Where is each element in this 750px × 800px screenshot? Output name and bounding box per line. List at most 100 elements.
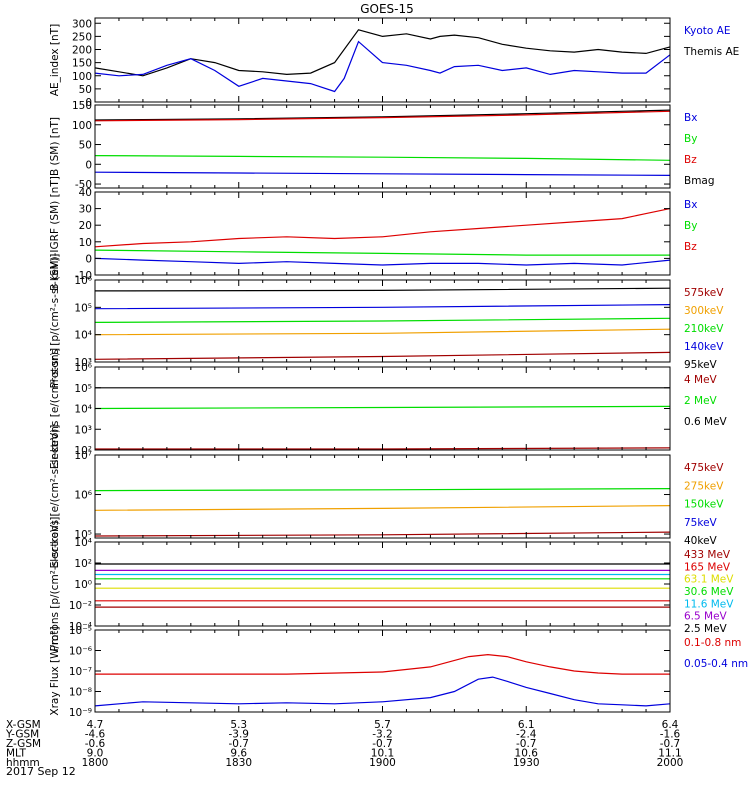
panel-4: 10³ 10⁴ 10⁵ 10⁶ Protons [p/(cm²-s-sr-keV)] 57…	[49, 254, 724, 389]
legend-entry: 475keV	[684, 462, 724, 474]
series-line-kyoto-ae	[94, 40, 671, 93]
y-tick-label: 0	[85, 159, 92, 171]
y-axis-label: AE_index [nT]	[49, 24, 61, 96]
panel-2: -50 0 50 100 150 B (SM) [nT] Bx By Bz Bmag	[49, 100, 715, 191]
legend-entry: Bx	[684, 112, 697, 124]
y-tick-label: 10⁵	[74, 383, 92, 395]
legend-entry: Kyoto AE	[684, 25, 730, 37]
y-tick-label: 10	[79, 237, 92, 249]
ephemeris-value: -0.7	[229, 738, 250, 750]
ephemeris-value: 1800	[82, 757, 109, 769]
ephemeris-value: -1.6	[660, 729, 681, 741]
y-tick-label: 10⁰	[74, 579, 92, 591]
ephemeris-value: -0.6	[85, 738, 106, 750]
y-tick-label: 10²	[74, 445, 92, 457]
ephemeris-value: 9.6	[230, 748, 247, 760]
legend-entry: 0.1-0.8 nm	[684, 637, 741, 649]
ephemeris-value: 10.1	[371, 748, 394, 760]
y-axis-label: Electrons [e/(cm²-s-sr)]	[49, 348, 61, 469]
y-tick-label: 300	[72, 18, 92, 30]
ephemeris-row-label: Y-GSM	[5, 729, 39, 741]
legend-entry: 40keV	[684, 535, 718, 547]
legend-entry: 210keV	[684, 323, 724, 335]
y-tick-label: 10⁻²	[69, 600, 92, 612]
series-line-0-1-0-8-nm	[95, 653, 670, 675]
ephemeris-value: 1930	[513, 757, 540, 769]
legend-entry: Themis AE	[683, 46, 739, 58]
series-line-by	[94, 249, 670, 256]
legend-entry: 2 MeV	[684, 395, 718, 407]
legend-entry: 575keV	[684, 287, 724, 299]
ephemeris-value: 1900	[369, 757, 396, 769]
panel-7: 10⁻⁴ 10⁻² 10⁰ 10² 10⁴ Protons [p/(cm²-s-sr-ke…	[49, 517, 734, 652]
legend-entry: 0.6 MeV	[684, 416, 728, 428]
ephemeris-value: 11.1	[658, 748, 681, 760]
series-line-bx	[94, 257, 671, 266]
y-tick-label: 150	[72, 58, 92, 70]
y-axis-label: B (SM)-IGRF (SM) [nT]	[49, 176, 61, 291]
ephemeris-value: -3.2	[372, 729, 393, 741]
y-tick-label: 10⁵	[74, 302, 92, 314]
ephemeris-value: 2000	[657, 757, 684, 769]
y-tick-label: 100	[72, 71, 92, 83]
legend-entry: 30.6 MeV	[684, 586, 734, 598]
panel-5: 10² 10³ 10⁴ 10⁵ 10⁶ Electrons [e/(cm²-s-sr)] 4…	[49, 348, 728, 469]
y-tick-label: -50	[75, 179, 92, 191]
ephemeris-value: 5.3	[230, 719, 247, 731]
legend-entry: 0.05-0.4 nm	[684, 658, 748, 670]
series-line-bz	[94, 110, 671, 122]
y-axis-label: Protons [p/(cm²-s-sr-keV)]	[49, 517, 61, 652]
legend-entry: 433 MeV	[684, 549, 731, 561]
y-tick-label: 10⁶	[74, 490, 92, 502]
ephemeris-value: -0.7	[372, 738, 393, 750]
ephemeris-value: 9.0	[87, 748, 104, 760]
panel-frame	[94, 541, 671, 627]
legend-entry: 150keV	[684, 499, 724, 511]
ephemeris-value: -3.9	[229, 729, 250, 741]
ephemeris-row-label: Z-GSM	[6, 738, 41, 750]
y-tick-label: 10⁻⁶	[69, 646, 92, 658]
legend-entry: 63.1 MeV	[684, 574, 734, 586]
legend-entry: 140keV	[684, 341, 724, 353]
y-tick-label: 10⁷	[74, 450, 92, 462]
y-tick-label: 250	[72, 31, 92, 43]
y-tick-label: 40	[79, 187, 92, 199]
series-line-140kev	[94, 304, 671, 310]
y-tick-label: 10³	[74, 357, 92, 369]
ephemeris-value: -4.6	[85, 729, 106, 741]
legend-entry: 275keV	[684, 480, 724, 492]
ephemeris-value: -0.7	[516, 738, 537, 750]
y-tick-label: 10⁻⁴	[69, 621, 92, 633]
y-axis-label: Xray Flux [W/m²]	[49, 626, 61, 715]
series-line-275kev	[94, 505, 671, 511]
y-tick-label: 10⁶	[74, 362, 92, 374]
legend-entry: 165 MeV	[684, 561, 731, 573]
legend-entry: 300keV	[684, 305, 724, 317]
series-line-bx	[94, 171, 671, 176]
ephemeris-value: 10.6	[515, 748, 539, 760]
series-line-95kev	[94, 287, 671, 292]
y-tick-label: 0	[85, 97, 92, 109]
panel-3: -10 0 10 20 30 40 B (SM)-IGRF (SM) [nT] Bx By Bz	[49, 176, 697, 291]
ephemeris-value: -2.4	[516, 729, 537, 741]
legend-entry: 75keV	[684, 517, 718, 529]
series-line-bz	[94, 208, 671, 248]
ephemeris-value: 6.4	[662, 719, 679, 731]
y-tick-label: 200	[72, 45, 92, 57]
legend-entry: By	[684, 220, 697, 232]
legend-entry: 6.5 MeV	[684, 611, 728, 623]
y-tick-label: 10⁻⁸	[69, 687, 92, 699]
legend-entry: 95keV	[684, 359, 718, 371]
panel-8: 10⁻⁹ 10⁻⁸ 10⁻⁷ 10⁻⁶ 10⁻⁵ Xray Flux [W/m²] 0.1-…	[49, 625, 748, 719]
ephemeris-row-label: X-GSM	[6, 719, 41, 731]
y-tick-label: 30	[79, 204, 92, 216]
y-tick-label: 100	[72, 120, 92, 132]
series-line-bmag	[94, 109, 671, 121]
panel-frame	[94, 454, 671, 539]
y-tick-label: 150	[72, 100, 92, 112]
series-line-themis-ae	[94, 29, 671, 77]
y-tick-label: 10⁶	[74, 275, 92, 287]
